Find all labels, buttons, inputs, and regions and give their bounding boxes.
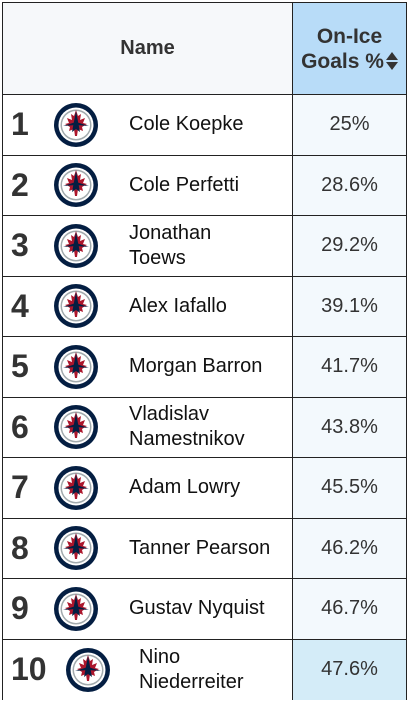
pct-header-label-line2: Goals % [301, 49, 384, 73]
table-row: 3 Jonathan Toews 29.2% [3, 216, 406, 277]
pct-header-label-line1: On-Ice [316, 24, 383, 48]
rank-number: 6 [11, 408, 29, 445]
winnipeg-jets-logo-icon [54, 284, 98, 329]
player-cell: 8 Tanner Pearson [3, 518, 293, 578]
player-name: Nino Niederreiter [139, 645, 243, 695]
on-ice-goals-pct-cell: 29.2% [293, 216, 406, 276]
table-row: 5 Morgan Barron 41.7% [3, 337, 406, 398]
winnipeg-jets-logo-icon [54, 405, 98, 450]
player-cell: 9 Gustav Nyquist [3, 579, 293, 639]
player-cell: 5 Morgan Barron [3, 337, 293, 397]
on-ice-goals-pct-cell: 39.1% [293, 276, 406, 336]
table-header: Name On-Ice Goals % [3, 3, 406, 95]
player-cell: 4 Alex Iafallo [3, 276, 293, 336]
player-name-line: Nino [139, 645, 181, 668]
player-name: Alex Iafallo [129, 294, 227, 319]
winnipeg-jets-logo-icon [54, 465, 98, 510]
table-row: 4 Alex Iafallo 39.1% [3, 276, 406, 337]
winnipeg-jets-logo-icon [54, 223, 98, 268]
winnipeg-jets-logo-icon [54, 526, 98, 571]
rank-number: 4 [11, 287, 29, 324]
on-ice-goals-pct-cell: 25% [293, 95, 406, 155]
player-name-line: Gustav Nyquist [129, 597, 265, 620]
winnipeg-jets-logo-icon [54, 344, 98, 389]
player-name: Cole Perfetti [129, 173, 239, 198]
winnipeg-jets-logo-icon [66, 647, 110, 692]
player-name-line: Morgan Barron [129, 355, 263, 378]
on-ice-goals-pct-cell: 47.6% [293, 639, 406, 700]
player-name: Morgan Barron [129, 354, 262, 379]
player-cell: 10 Nino Niederreiter [3, 639, 293, 700]
winnipeg-jets-logo-icon [54, 163, 98, 208]
on-ice-goals-pct-cell: 28.6% [293, 155, 406, 215]
on-ice-goals-pct-cell: 43.8% [293, 397, 406, 457]
table-body: 1 Cole Koepke 25% 2 [3, 95, 406, 700]
player-name: Gustav Nyquist [129, 596, 265, 621]
rank-number: 3 [11, 227, 29, 264]
rank-number: 5 [11, 348, 29, 385]
winnipeg-jets-logo-icon [54, 102, 98, 147]
on-ice-goals-pct-cell: 46.2% [293, 518, 406, 578]
player-name: Jonathan Toews [129, 221, 211, 271]
on-ice-goals-pct-cell: 41.7% [293, 337, 406, 397]
table-row: 1 Cole Koepke 25% [3, 95, 406, 156]
player-name-line: Alex Iafallo [129, 294, 227, 317]
player-name-line: Cole Perfetti [129, 173, 240, 196]
player-cell: 7 Adam Lowry [3, 458, 293, 518]
table-row: 10 Nino Niederreiter 47.6% [3, 639, 406, 700]
rank-number: 10 [11, 651, 47, 688]
player-name: Adam Lowry [129, 475, 240, 500]
name-header-label: Name [120, 37, 175, 59]
player-name: Tanner Pearson [129, 536, 270, 561]
winnipeg-jets-logo-icon [54, 586, 98, 631]
table-row: 2 Cole Perfetti 28.6% [3, 155, 406, 216]
rank-number: 1 [11, 106, 29, 143]
on-ice-goals-pct-cell: 46.7% [293, 579, 406, 639]
player-name-line: Toews [129, 246, 186, 269]
player-cell: 6 Vladislav Namestnikov [3, 397, 293, 457]
sort-updown-icon[interactable] [385, 52, 398, 70]
player-name-line: Namestnikov [129, 428, 245, 451]
rank-number: 9 [11, 590, 29, 627]
rank-number: 7 [11, 469, 29, 506]
name-column-header: Name [3, 3, 293, 94]
player-cell: 1 Cole Koepke [3, 95, 293, 155]
player-name: Vladislav Namestnikov [129, 402, 245, 452]
player-name: Cole Koepke [129, 112, 244, 137]
player-cell: 2 Cole Perfetti [3, 155, 293, 215]
on-ice-goals-pct-column-header[interactable]: On-Ice Goals % [293, 3, 406, 94]
player-cell: 3 Jonathan Toews [3, 216, 293, 276]
player-name-line: Niederreiter [139, 670, 244, 693]
table-row: 9 Gustav Nyquist 46.7% [3, 579, 406, 640]
player-name-line: Cole Koepke [129, 113, 244, 136]
table-row: 8 Tanner Pearson 46.2% [3, 518, 406, 579]
rank-number: 2 [11, 166, 29, 203]
player-name-line: Adam Lowry [129, 476, 241, 499]
table-row: 6 Vladislav Namestnikov 43.8% [3, 397, 406, 458]
on-ice-goals-pct-cell: 45.5% [293, 458, 406, 518]
player-name-line: Tanner Pearson [129, 536, 271, 559]
player-name-line: Vladislav [129, 403, 210, 426]
rank-number: 8 [11, 529, 29, 566]
table-row: 7 Adam Lowry 45.5% [3, 458, 406, 519]
player-name-line: Jonathan [129, 221, 212, 244]
